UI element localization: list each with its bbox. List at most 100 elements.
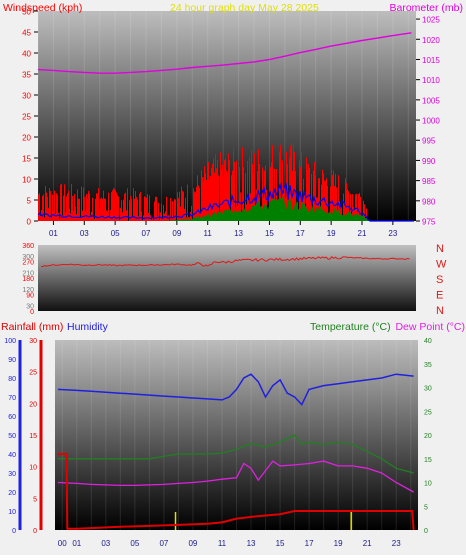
rainfall-tick-label: 5: [33, 496, 37, 503]
direction-ticks: 0 90 180 270 360 30 120 210 300: [22, 243, 34, 316]
x-tick-label: 17: [305, 539, 314, 548]
grid: [61, 340, 412, 530]
windspeed-tick-label: 10: [22, 176, 31, 185]
wind-average-line: [37, 182, 414, 222]
barometer-axis-title: Barometer (mb): [389, 2, 463, 14]
dewpoint-line: [57, 460, 414, 493]
rain-hum-temp-panel: Rainfall (mm) Humidity Temperature (°C) …: [0, 318, 466, 555]
compass-label: S: [436, 274, 443, 286]
windspeed-tick-label: 50: [22, 8, 31, 17]
temperature-axis-title: Temperature (°C): [310, 321, 391, 333]
temperature-tick-label: 20: [424, 433, 432, 440]
wind-baro-panel: Windspeed (kph) 24 hour graph day May 28…: [0, 0, 466, 238]
barometer-ticks: 975 980 985 990 995 1000 1005 1010 1015 1020 1025: [416, 16, 440, 227]
wind-gust-area: [38, 196, 416, 221]
x-tick-label: 05: [111, 229, 120, 238]
barometer-tick-label: 980: [422, 197, 436, 206]
x-tick-label: 07: [159, 539, 168, 548]
windspeed-tick-label: 15: [22, 155, 31, 164]
x-tick-label: 11: [204, 229, 213, 238]
x-tick-label: 07: [142, 229, 151, 238]
humidity-tick-label: 10: [8, 509, 16, 516]
rainfall-tick-label: 15: [29, 433, 37, 440]
barometer-tick-label: 1020: [422, 36, 440, 45]
direction-tick-label: 300: [22, 254, 34, 261]
temperature-tick-label: 10: [424, 481, 432, 488]
rainfall-ticks: 0 5 10 15 20 25 30: [29, 338, 37, 535]
compass-label: E: [436, 290, 443, 302]
direction-tick-label: 90: [26, 293, 34, 300]
compass-label: N: [436, 305, 444, 317]
windspeed-tick-label: 30: [22, 92, 31, 101]
humidity-ticks: 0 10 20 30 40 50 60 70 80 90 100: [4, 338, 16, 535]
windspeed-tick-label: 0: [27, 218, 32, 227]
x-tick-label: 23: [388, 229, 397, 238]
windspeed-tick-label: 45: [22, 29, 31, 38]
windspeed-axis-title: Windspeed (kph): [3, 2, 82, 14]
barometer-tick-label: 985: [422, 177, 436, 186]
barometer-tick-label: 1015: [422, 56, 440, 65]
humidity-tick-label: 50: [8, 433, 16, 440]
direction-tick-label: 210: [22, 271, 34, 278]
direction-tick-label: 30: [26, 304, 34, 311]
x-ticks: 00 01 03 05 07 09 11 13 15 17 19 21 23: [58, 539, 401, 548]
x-tick-label: 03: [80, 229, 89, 238]
x-tick-label: 15: [265, 229, 274, 238]
temperature-tick-label: 35: [424, 362, 432, 369]
barometer-tick-label: 1010: [422, 76, 440, 85]
dewpoint-axis-title: Dew Point (°C): [395, 321, 465, 333]
windspeed-tick-label: 35: [22, 71, 31, 80]
rainfall-tick-label: 25: [29, 370, 37, 377]
windspeed-ticks: 0 5 10 15 20 25 30 35 40 45 50: [22, 8, 38, 227]
direction-tick-label: 0: [30, 309, 34, 316]
humidity-line: [57, 373, 414, 406]
temperature-ticks: 0 5 10 15 20 25 30 35 40: [424, 338, 432, 535]
direction-tick-label: 360: [22, 243, 34, 250]
temperature-tick-label: 25: [424, 409, 432, 416]
humidity-axis-title: Humidity: [67, 321, 109, 333]
x-tick-label: 13: [247, 539, 256, 548]
temperature-tick-label: 30: [424, 386, 432, 393]
rainfall-tick-label: 30: [29, 338, 37, 345]
barometer-tick-label: 1025: [422, 16, 440, 25]
humidity-tick-label: 40: [8, 452, 16, 459]
chart-title: 24 hour graph day May 28 2025: [170, 2, 319, 14]
humidity-tick-label: 70: [8, 395, 16, 402]
x-tick-label: 05: [130, 539, 139, 548]
barometer-tick-label: 1000: [422, 117, 440, 126]
windspeed-tick-label: 25: [22, 113, 31, 122]
x-tick-label: 17: [296, 229, 305, 238]
grid: [37, 11, 409, 221]
x-ticks: 01 03 05 07 09 11 13 15 17 19 21 23: [49, 221, 398, 238]
wind-bars: [37, 143, 416, 222]
x-tick-label: 03: [101, 539, 110, 548]
temperature-tick-label: 15: [424, 457, 432, 464]
humidity-tick-label: 80: [8, 376, 16, 383]
temperature-tick-label: 5: [424, 504, 428, 511]
x-tick-label: 13: [234, 229, 243, 238]
rainfall-tick-label: 0: [33, 528, 37, 535]
x-tick-label: 01: [49, 229, 58, 238]
compass-label: W: [436, 259, 447, 271]
temperature-tick-label: 0: [424, 528, 428, 535]
compass-label: N: [436, 243, 444, 255]
x-tick-label: 11: [218, 539, 227, 548]
rainfall-line: [57, 453, 415, 531]
wind-direction-line: [41, 255, 410, 267]
x-tick-label: 00: [58, 539, 67, 548]
x-tick-label: 19: [327, 229, 336, 238]
barometer-tick-label: 975: [422, 218, 436, 227]
direction-tick-label: 270: [22, 260, 34, 267]
windspeed-tick-label: 40: [22, 50, 31, 59]
x-tick-label: 21: [358, 229, 367, 238]
temperature-tick-label: 40: [424, 338, 432, 345]
x-tick-label: 01: [72, 539, 81, 548]
x-tick-label: 15: [276, 539, 285, 548]
direction-tick-label: 120: [22, 287, 34, 294]
rainfall-tick-label: 20: [29, 401, 37, 408]
humidity-tick-label: 90: [8, 357, 16, 364]
